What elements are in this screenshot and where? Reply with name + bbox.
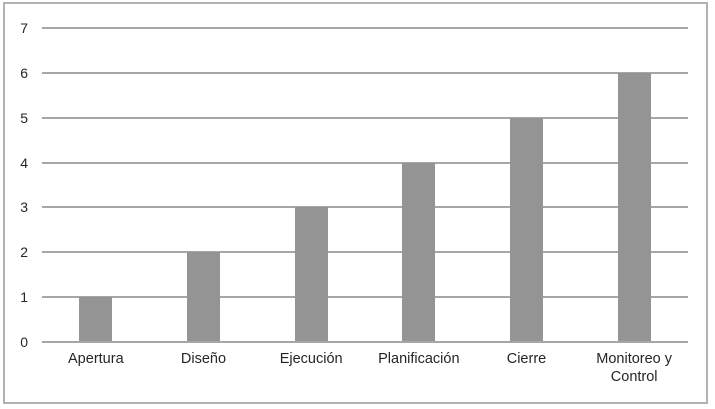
gridline-6	[42, 71, 688, 74]
x-axis-category-label: Apertura	[68, 351, 124, 367]
y-axis-tick-label: 5	[20, 109, 28, 126]
gridline-7	[42, 27, 688, 29]
y-axis-tick-label: 4	[20, 154, 28, 171]
gridline-1	[42, 296, 688, 299]
y-axis-tick-label: 3	[20, 199, 28, 216]
bar-ejecuci-n	[294, 207, 328, 342]
gridline-4	[42, 161, 688, 164]
bar-apertura	[79, 297, 113, 342]
gridline-5	[42, 116, 688, 119]
y-axis-tick-label: 1	[20, 289, 28, 306]
y-axis-tick-label: 2	[20, 244, 28, 261]
y-axis-tick-label: 7	[20, 20, 28, 36]
bar-monitoreo-y-control	[617, 72, 651, 342]
bar-cierre	[510, 117, 543, 342]
bar-dise-o	[187, 252, 220, 342]
x-axis-category-label: Planificación	[378, 351, 460, 367]
bar-planificaci-n	[402, 162, 436, 342]
x-axis-line	[42, 341, 688, 343]
y-axis-tick-label: 0	[20, 334, 28, 350]
x-axis-category-label: Ejecución	[279, 351, 343, 367]
x-axis-category-label: Monitoreo y Control	[596, 351, 673, 385]
x-axis-category-label: Cierre	[506, 351, 547, 367]
x-axis-category-label: Diseño	[180, 351, 227, 367]
y-axis-tick-label: 6	[20, 64, 28, 81]
chart-frame-border	[3, 2, 708, 404]
gridline-3	[42, 206, 688, 209]
gridline-2	[42, 251, 688, 254]
